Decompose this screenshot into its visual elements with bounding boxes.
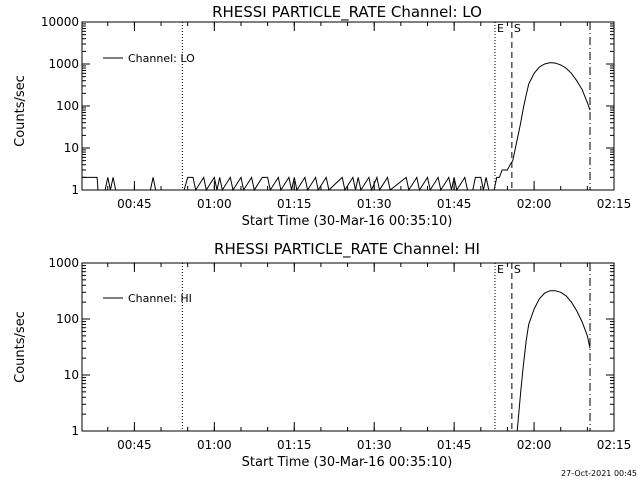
panel-lo-y-axis-label: Counts/sec bbox=[13, 75, 28, 147]
x-tick-label: 02:15 bbox=[597, 197, 632, 211]
x-tick-label: 01:45 bbox=[437, 197, 472, 211]
x-tick-label: 01:15 bbox=[277, 197, 312, 211]
panel-hi-series-line bbox=[516, 290, 591, 432]
y-tick-label: 1 bbox=[71, 183, 79, 197]
panel-lo-legend: Channel: LO bbox=[103, 52, 195, 65]
panel-hi-plot-frame bbox=[81, 262, 615, 432]
y-tick-label: 1000 bbox=[48, 57, 79, 71]
y-tick-label: 1000 bbox=[48, 256, 79, 270]
panel-lo-series-line bbox=[82, 62, 591, 192]
x-tick-label: 01:30 bbox=[357, 438, 392, 452]
panel-hi-y-axis: 1 10 100 1000 bbox=[48, 256, 614, 438]
event-marker-label: S bbox=[514, 263, 521, 276]
panel-hi: RHESSI PARTICLE_RATE Channel: HI Counts/… bbox=[13, 240, 631, 470]
x-tick-label: 00:45 bbox=[117, 438, 152, 452]
x-tick-label: 01:45 bbox=[437, 438, 472, 452]
panel-hi-legend-label: Channel: HI bbox=[128, 292, 192, 305]
x-tick-label: 02:00 bbox=[517, 197, 552, 211]
y-tick-label: 1 bbox=[71, 424, 79, 438]
x-tick-label: 02:15 bbox=[597, 438, 632, 452]
y-tick-label: 10 bbox=[64, 141, 79, 155]
y-tick-label: 10 bbox=[64, 368, 79, 382]
x-tick-label: 02:00 bbox=[517, 438, 552, 452]
y-tick-label: 100 bbox=[56, 312, 79, 326]
footer-timestamp: 27-Oct-2021 00:45 bbox=[561, 469, 637, 478]
x-tick-label: 01:00 bbox=[197, 438, 232, 452]
x-tick-label: 01:30 bbox=[357, 197, 392, 211]
panel-hi-legend: Channel: HI bbox=[103, 292, 192, 305]
panel-lo: RHESSI PARTICLE_RATE Channel: LO Counts/… bbox=[13, 3, 631, 229]
panel-hi-title: RHESSI PARTICLE_RATE Channel: HI bbox=[214, 240, 480, 259]
panel-lo-legend-label: Channel: LO bbox=[128, 52, 195, 65]
x-tick-label: 01:00 bbox=[197, 197, 232, 211]
panel-hi-x-axis-label: Start Time (30-Mar-16 00:35:10) bbox=[242, 455, 453, 470]
panel-hi-x-axis: 00:45 01:00 01:15 01:30 01:45 02:00 02:15 bbox=[107, 263, 632, 452]
y-tick-label: 10000 bbox=[41, 15, 79, 29]
panel-lo-y-axis: 1 10 100 1000 10000 bbox=[41, 15, 614, 197]
x-tick-label: 00:45 bbox=[117, 197, 152, 211]
panel-lo-x-axis: 00:45 01:00 01:15 01:30 01:45 02:00 02:15 bbox=[107, 22, 632, 211]
event-marker-label: E bbox=[497, 263, 504, 276]
panel-lo-plot-frame bbox=[81, 21, 615, 191]
panel-lo-x-axis-label: Start Time (30-Mar-16 00:35:10) bbox=[242, 214, 453, 229]
y-tick-label: 100 bbox=[56, 99, 79, 113]
panel-hi-y-axis-label: Counts/sec bbox=[13, 311, 28, 383]
panel-lo-title: RHESSI PARTICLE_RATE Channel: LO bbox=[212, 3, 482, 22]
x-tick-label: 01:15 bbox=[277, 438, 312, 452]
event-marker-label: E bbox=[497, 22, 504, 35]
event-marker-label: S bbox=[514, 22, 521, 35]
